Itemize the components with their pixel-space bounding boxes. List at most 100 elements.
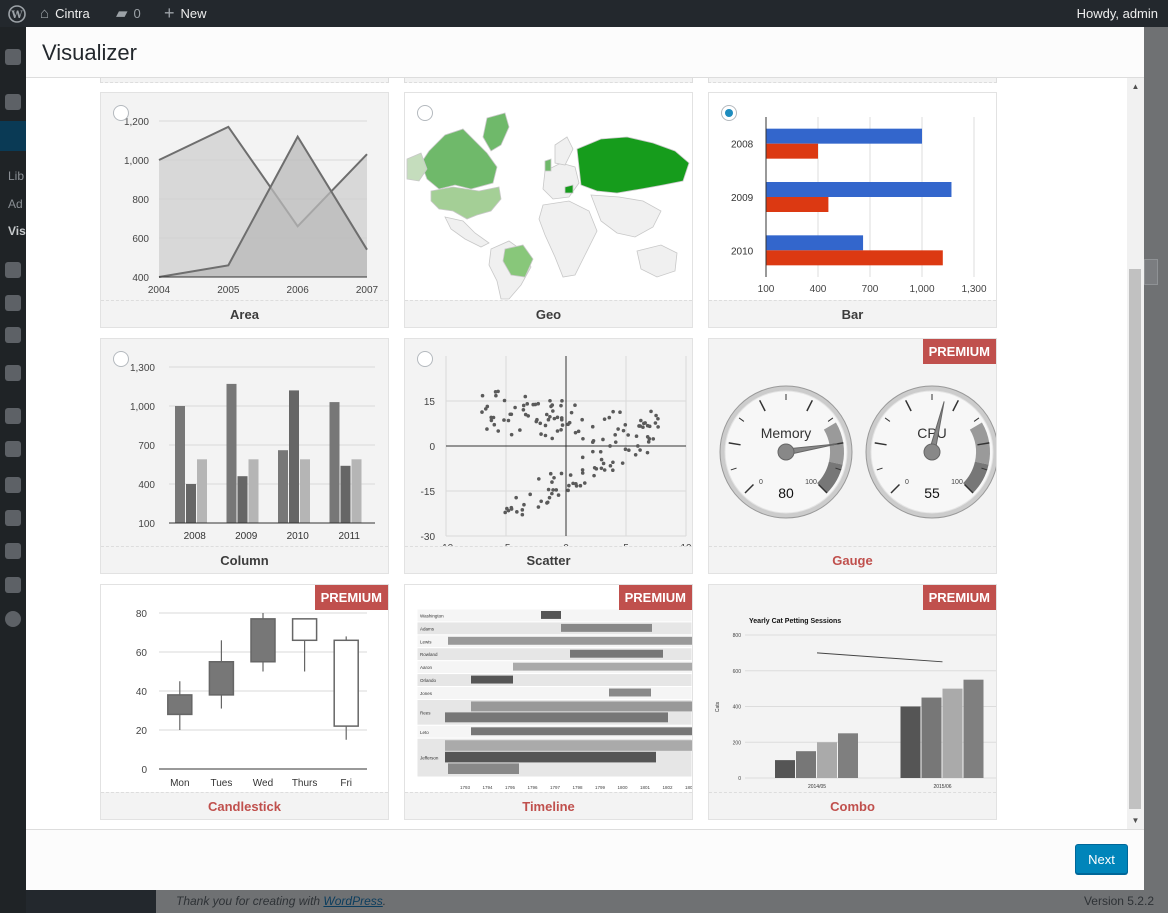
timeline-bar xyxy=(448,763,519,774)
chart-card-combo[interactable]: Yearly Cat Petting Sessions Cats 0 200 400 60… xyxy=(708,584,997,820)
modal-header: Visualizer xyxy=(26,27,1144,78)
chart-type-radio[interactable] xyxy=(113,105,129,121)
chart-card-column[interactable]: 100 400 700 1,000 1,300 2008 2009 2010 2011 Colu… xyxy=(100,338,389,574)
next-button[interactable]: Next xyxy=(1075,844,1128,874)
chart-card-candlestick[interactable]: 0 20 40 60 80 Mon Tues Wed Thurs Fri PREMIUM Cand… xyxy=(100,584,389,820)
series-line xyxy=(158,125,368,228)
site-name-link[interactable]: ⌂ Cintra xyxy=(40,0,90,27)
scatter-point xyxy=(580,455,585,460)
scatter-point xyxy=(602,468,607,472)
timeline-bar xyxy=(448,636,692,645)
chart-type-radio[interactable] xyxy=(113,351,129,367)
scatter-point xyxy=(592,473,596,478)
x-tick-label: 2008 xyxy=(184,531,207,542)
modal-scrollbar[interactable]: ▲ ▼ xyxy=(1127,78,1144,829)
scatter-chart-preview: -10 -5 0 5 10 -30 -15 0 15 xyxy=(405,339,692,546)
y-tick-label: 400 xyxy=(138,480,155,491)
scatter-point xyxy=(607,415,612,420)
gauge-tick xyxy=(759,399,766,412)
account-link[interactable]: Howdy, admin xyxy=(1077,0,1158,27)
premium-badge: PREMIUM xyxy=(314,585,388,610)
modal-title: Visualizer xyxy=(42,40,137,65)
x-tick-label: 1794 xyxy=(482,785,493,790)
geo-region xyxy=(420,128,498,190)
scatter-point xyxy=(489,415,493,420)
chart-type-radio[interactable] xyxy=(721,105,737,121)
scatter-point xyxy=(578,483,583,488)
scatter-point xyxy=(559,416,564,420)
chart-card-area[interactable]: 400 600 800 1,000 1,200 2004 2005 2006 2007 Area xyxy=(100,92,389,328)
scatter-point xyxy=(559,471,564,476)
column-bar xyxy=(237,476,248,523)
gauge-tick xyxy=(728,442,741,446)
scatter-point xyxy=(569,410,574,415)
chart-type-radio[interactable] xyxy=(417,105,433,121)
geo-region xyxy=(544,158,552,172)
chart-card-scatter[interactable]: -10 -5 0 5 10 -30 -15 0 15 Scatter xyxy=(404,338,693,574)
x-tick-label: 100 xyxy=(758,284,775,295)
column-bar xyxy=(300,459,310,523)
x-tick-label: 1,000 xyxy=(909,284,934,295)
comments-link[interactable]: ▰ 0 xyxy=(116,0,141,27)
timeline-chart-preview: Washington Adams Lewis Rowland Aaron Orlando J… xyxy=(405,585,692,792)
scatter-point xyxy=(611,460,615,465)
admin-footer: Thank you for creating with WordPress. V… xyxy=(156,890,1168,913)
scatter-point xyxy=(551,409,555,413)
wordpress-link[interactable]: WordPress xyxy=(323,894,383,908)
scatter-point xyxy=(525,402,530,406)
timeline-bar xyxy=(471,701,692,712)
geo-region xyxy=(636,244,678,278)
world-map xyxy=(406,112,690,300)
chart-label: Candlestick xyxy=(101,792,388,819)
chart-type-radio[interactable] xyxy=(417,351,433,367)
gauge-tick xyxy=(973,417,980,422)
x-tick-label: 1796 xyxy=(527,785,538,790)
chart-card-bar[interactable]: 100 400 700 1,000 1,300 2008 2009 2010 Bar xyxy=(708,92,997,328)
scatter-point xyxy=(645,423,650,428)
x-tick-label: 1795 xyxy=(505,785,516,790)
scatter-point xyxy=(580,468,585,472)
timeline-bar xyxy=(471,675,513,684)
comments-icon xyxy=(5,327,21,343)
users-icon xyxy=(5,477,21,493)
y-tick-label: 600 xyxy=(733,669,742,675)
scroll-up-icon[interactable]: ▲ xyxy=(1131,82,1140,91)
chart-card-timeline[interactable]: Washington Adams Lewis Rowland Aaron Orlando J… xyxy=(404,584,693,820)
home-icon: ⌂ xyxy=(40,5,50,22)
timeline-bar xyxy=(445,751,656,763)
gauge-band xyxy=(816,461,843,494)
wordpress-logo-icon[interactable]: W xyxy=(8,0,26,27)
scatter-point xyxy=(637,424,641,428)
y-tick-label: 800 xyxy=(733,633,742,639)
x-tick-label: 2007 xyxy=(356,285,379,296)
gauge-hub xyxy=(923,443,941,461)
scatter-point xyxy=(656,425,660,429)
chart-card-geo[interactable]: Geo xyxy=(404,92,693,328)
scatter-point xyxy=(571,481,575,486)
scrollbar-thumb[interactable] xyxy=(1129,269,1141,809)
x-tick-label: 1,300 xyxy=(961,284,986,295)
gauge-value: 80 xyxy=(778,485,794,501)
gauge-hub xyxy=(777,443,795,461)
scatter-point xyxy=(599,466,604,471)
scatter-point xyxy=(509,432,514,437)
scatter-point xyxy=(513,405,517,410)
scatter-point xyxy=(536,505,541,509)
greeting: Howdy, admin xyxy=(1076,6,1158,21)
y-tick-label: 100 xyxy=(138,519,155,530)
footer-thanks: Thank you for creating with WordPress. xyxy=(176,894,387,908)
candle-body xyxy=(333,639,359,727)
scatter-point xyxy=(547,495,552,500)
scroll-down-icon[interactable]: ▼ xyxy=(1131,816,1140,825)
chart-card-gauge[interactable]: Memory 80 0 100 CPU 55 0 100 PREMIUM Gauge xyxy=(708,338,997,574)
geo-region xyxy=(406,152,428,182)
scatter-point xyxy=(559,403,563,408)
comments-count: 0 xyxy=(133,6,141,21)
scatter-point xyxy=(492,422,497,427)
scatter-point xyxy=(543,433,548,438)
scatter-point xyxy=(554,488,559,492)
new-content-link[interactable]: + New xyxy=(164,0,207,27)
dimmed-page-background xyxy=(1144,27,1168,913)
column-bar xyxy=(197,459,207,523)
scatter-point xyxy=(502,418,506,422)
